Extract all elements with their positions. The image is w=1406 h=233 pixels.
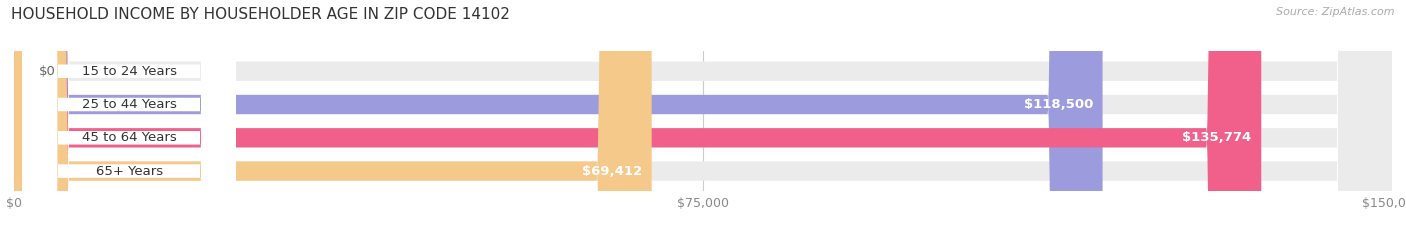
Text: Source: ZipAtlas.com: Source: ZipAtlas.com: [1277, 7, 1395, 17]
Text: $135,774: $135,774: [1182, 131, 1251, 144]
FancyBboxPatch shape: [22, 0, 236, 233]
FancyBboxPatch shape: [22, 0, 236, 233]
FancyBboxPatch shape: [14, 0, 1261, 233]
FancyBboxPatch shape: [14, 0, 651, 233]
FancyBboxPatch shape: [22, 0, 236, 233]
Text: 25 to 44 Years: 25 to 44 Years: [82, 98, 177, 111]
Text: HOUSEHOLD INCOME BY HOUSEHOLDER AGE IN ZIP CODE 14102: HOUSEHOLD INCOME BY HOUSEHOLDER AGE IN Z…: [11, 7, 510, 22]
FancyBboxPatch shape: [14, 0, 1392, 233]
Text: $0: $0: [39, 65, 56, 78]
FancyBboxPatch shape: [22, 0, 236, 233]
FancyBboxPatch shape: [14, 0, 1392, 233]
Text: 15 to 24 Years: 15 to 24 Years: [82, 65, 177, 78]
Text: 45 to 64 Years: 45 to 64 Years: [82, 131, 177, 144]
FancyBboxPatch shape: [14, 0, 1392, 233]
FancyBboxPatch shape: [14, 0, 1102, 233]
Text: 65+ Years: 65+ Years: [96, 164, 163, 178]
Text: $69,412: $69,412: [582, 164, 643, 178]
Text: $118,500: $118,500: [1024, 98, 1092, 111]
FancyBboxPatch shape: [14, 0, 1392, 233]
